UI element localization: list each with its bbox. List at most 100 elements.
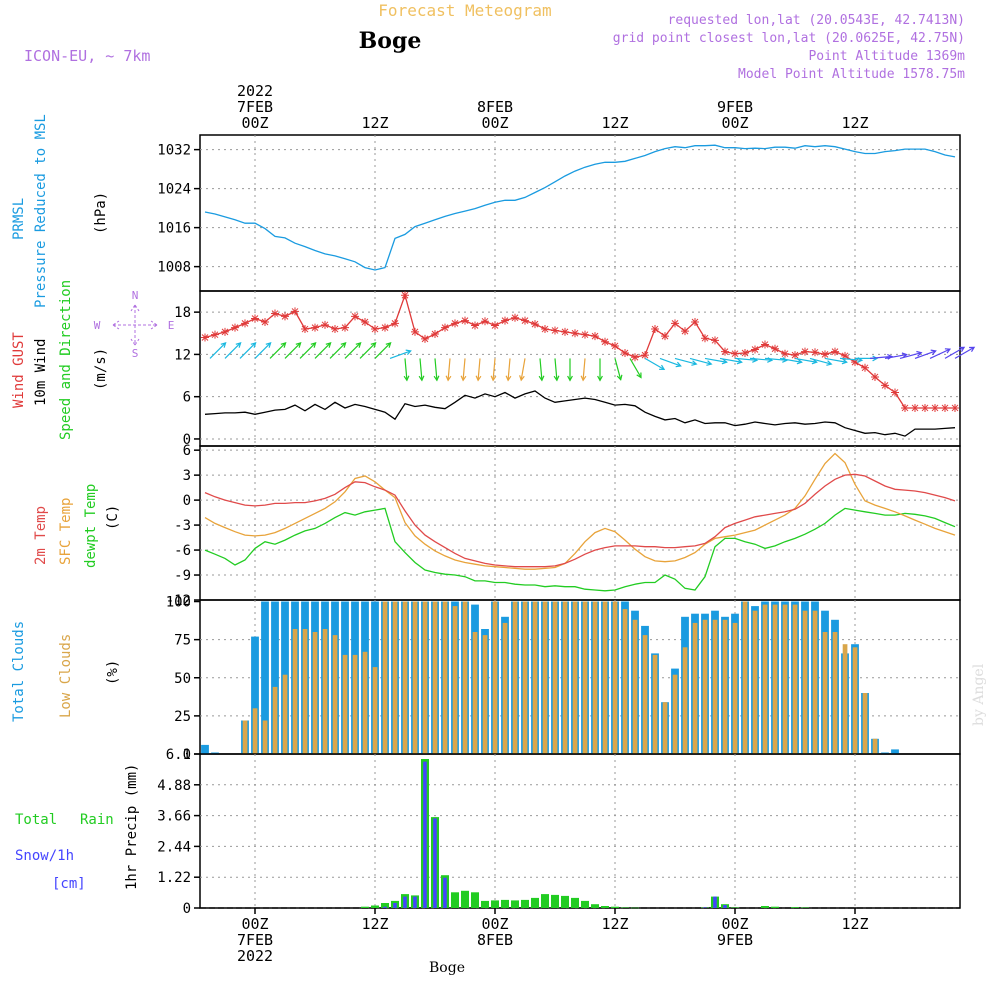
- wind-arrow-shaft: [659, 357, 681, 367]
- low-cloud-bar: [712, 619, 718, 754]
- wind-arrow-shaft: [462, 358, 466, 381]
- gust-point: [581, 330, 589, 339]
- pressure-line: [204, 144, 956, 271]
- clouds-panel: 0 25 50 75 100: [166, 595, 961, 763]
- low-cloud-bar: [802, 610, 808, 754]
- wind-arrow-head: [782, 357, 789, 363]
- gust-point: [401, 291, 409, 300]
- wind-arrow: [899, 350, 923, 359]
- low-cloud-bar: [322, 629, 328, 754]
- bottom-time-label: 00Z: [721, 915, 748, 933]
- low-cloud-bar: [792, 604, 798, 754]
- wind-arrow: [884, 352, 908, 359]
- rain-bar: [731, 907, 739, 908]
- wind-arrow: [553, 358, 560, 382]
- requested-coords: requested lon,lat (20.0543E, 42.7413N): [668, 13, 965, 28]
- wind-arrow-shaft: [314, 342, 331, 359]
- wind-arrow-head: [916, 350, 923, 357]
- low-cloud-bar: [582, 601, 588, 754]
- low-cloud-bar: [772, 604, 778, 754]
- gust-point: [331, 325, 339, 334]
- gust-point: [241, 319, 249, 328]
- top-time-label: 7FEB: [237, 98, 273, 116]
- low-cloud-bar: [672, 674, 678, 754]
- clouds-ytick-label: 100: [166, 595, 191, 611]
- wind-arrow-shaft: [492, 358, 496, 381]
- bottom-time-label: 00Z: [241, 915, 268, 933]
- clouds-ytick-label: 0: [183, 747, 191, 763]
- wind-arrow: [659, 357, 682, 368]
- gust-point: [651, 325, 659, 334]
- gust-point: [611, 341, 619, 350]
- wind-arrow-head: [355, 342, 362, 348]
- wind-arrow-shaft: [269, 342, 286, 359]
- rain-bar: [371, 905, 379, 908]
- rain-bar: [791, 907, 799, 908]
- wind-arrow-head: [826, 360, 833, 366]
- temperature-ytick-label: -3: [174, 518, 191, 534]
- low-cloud-bar: [572, 601, 578, 754]
- low-cloud-bar: [602, 601, 608, 754]
- snow-bar: [703, 907, 707, 908]
- top-time-label: 12Z: [841, 114, 868, 132]
- low-cloud-bar: [542, 601, 548, 754]
- precip-unit: 1hr Precip (mm): [124, 764, 140, 890]
- wind-arrow: [475, 358, 482, 382]
- rain-bar: [801, 907, 809, 908]
- temperature-ytick-label: -9: [174, 568, 191, 584]
- wind-arrow-head: [490, 375, 497, 382]
- wind-arrow-head: [445, 375, 452, 382]
- gust-point: [831, 347, 839, 356]
- wind-arrow: [269, 342, 287, 359]
- wind-arrow: [538, 358, 545, 382]
- wind-arrow-shaft: [704, 357, 727, 363]
- wind-arrow: [209, 342, 227, 359]
- wind-arrow-shaft: [644, 357, 665, 370]
- gust-point: [491, 321, 499, 330]
- gust-point: [391, 319, 399, 328]
- wind-arrow: [629, 358, 642, 379]
- top-time-label: 00Z: [481, 114, 508, 132]
- rain-bar: [591, 904, 599, 908]
- precip-ytick-label: 6.1: [166, 747, 191, 763]
- gust-point: [571, 329, 579, 338]
- low-cloud-bar: [782, 604, 788, 754]
- wind-label-a: Wind GUST: [11, 332, 27, 408]
- clouds-ytick-label: 25: [174, 709, 191, 725]
- gust-point: [531, 320, 539, 329]
- clouds-ytick-label: 50: [174, 671, 191, 687]
- low-cloud-bar: [862, 693, 868, 754]
- sfc-temp-line: [204, 452, 956, 570]
- low-cloud-bar: [442, 601, 448, 754]
- compass-w: W: [94, 319, 101, 332]
- rain-bar: [611, 906, 619, 908]
- snow-bar: [443, 877, 447, 908]
- gust-point: [251, 314, 259, 323]
- wind-arrow-shaft: [954, 346, 975, 359]
- gust-point: [361, 318, 369, 326]
- wind-arrow-head: [310, 342, 317, 348]
- gust-line: [204, 293, 955, 409]
- precip-ytick-label: 2.44: [157, 839, 191, 855]
- top-time-label: 12Z: [361, 114, 388, 132]
- precip-label-rain: Rain: [80, 812, 114, 828]
- wind-arrow: [314, 342, 332, 359]
- low-cloud-bar: [732, 622, 738, 754]
- low-cloud-bar: [852, 647, 858, 754]
- top-time-label: 2022: [237, 82, 273, 100]
- wind-arrow: [764, 357, 789, 363]
- rain-bar: [551, 894, 559, 908]
- wind-ytick-label: 12: [174, 347, 191, 363]
- gust-point: [761, 340, 769, 349]
- low-cloud-bar: [292, 629, 298, 754]
- low-cloud-bar: [872, 738, 878, 754]
- wind-arrow-shaft: [477, 358, 481, 381]
- pressure-panel: 1008 1016 1024 1032: [157, 134, 961, 292]
- gust-point: [551, 326, 559, 335]
- wind-arrow-head: [721, 358, 728, 365]
- gust-point: [561, 327, 569, 336]
- wind-arrow-shaft: [749, 357, 772, 361]
- wind-arrow-head: [691, 360, 698, 366]
- low-cloud-bar: [812, 610, 818, 754]
